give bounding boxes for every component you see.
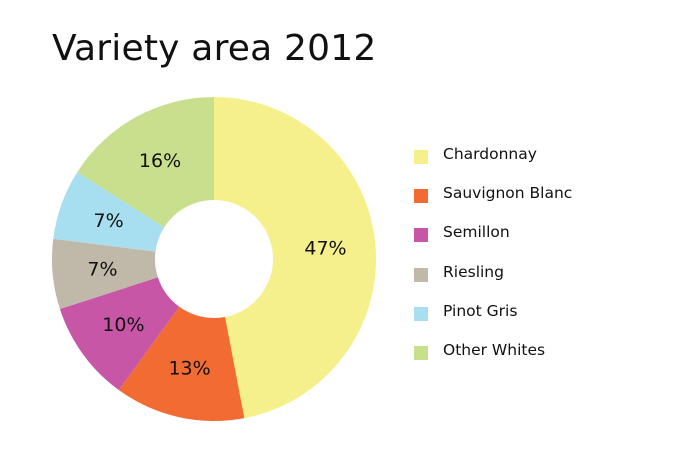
slice-sauvignon-blanc <box>118 306 245 421</box>
slice-semillon <box>59 277 180 391</box>
slice-label-pinot-gris: 7% <box>94 210 124 232</box>
donut-labels: 47% 13% 10% 7% 7% 16% <box>87 150 346 379</box>
legend-swatch <box>414 345 428 360</box>
legend-label: Other Whites <box>443 340 546 359</box>
slice-label-other-whites: 16% <box>139 150 181 172</box>
chart-title: Variety area 2012 <box>52 28 377 69</box>
legend-swatch <box>414 306 428 321</box>
slice-label-riesling: 7% <box>87 259 117 281</box>
legend-swatch <box>414 228 428 243</box>
legend-label: Sauvignon Blanc <box>443 184 573 203</box>
slice-label-chardonnay: 47% <box>304 237 346 259</box>
legend-swatch <box>414 189 428 204</box>
slice-other-whites <box>77 96 215 228</box>
legend-swatch <box>414 150 428 164</box>
slice-pinot-gris <box>53 172 165 252</box>
slice-label-sauvignon-blanc: 13% <box>168 357 210 379</box>
legend-label: Chardonnay <box>443 145 537 163</box>
legend-label: Riesling <box>443 262 504 281</box>
legend-label: Pinot Gris <box>443 301 518 320</box>
legend-swatch <box>414 267 428 282</box>
legend-label: Semillon <box>443 223 510 242</box>
slice-chardonnay <box>214 97 376 419</box>
donut-slices <box>52 96 376 421</box>
slice-riesling <box>52 238 158 310</box>
slice-label-semillon: 10% <box>102 314 144 336</box>
